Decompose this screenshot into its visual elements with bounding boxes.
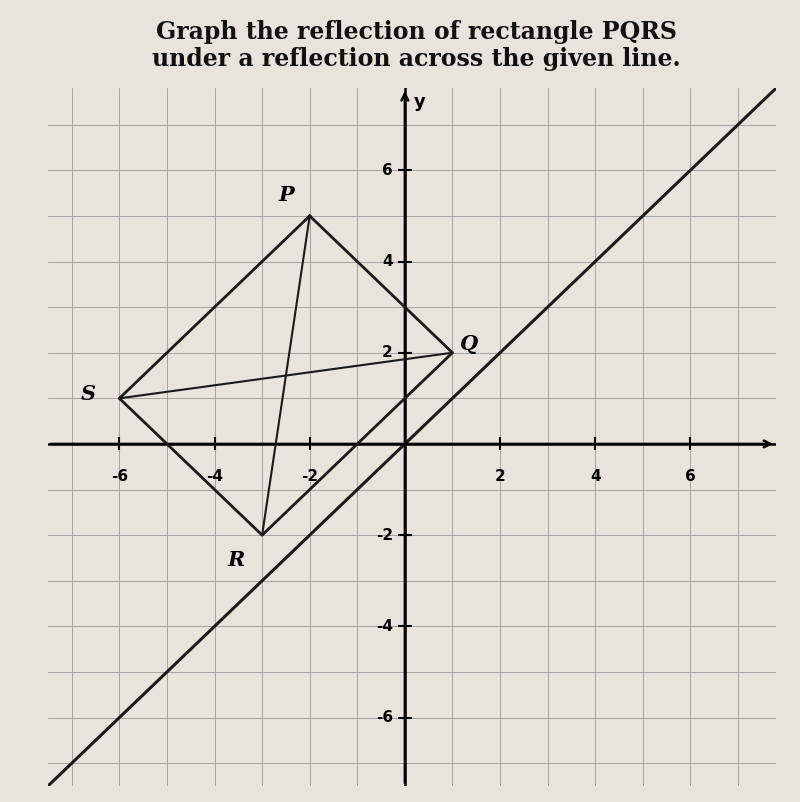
Text: Graph the reflection of rectangle PQRS: Graph the reflection of rectangle PQRS [155,20,677,44]
Text: S: S [81,384,96,403]
Text: 4: 4 [382,254,393,269]
Text: 6: 6 [685,469,696,484]
Text: under a reflection across the given line.: under a reflection across the given line… [152,47,680,71]
Text: 6: 6 [382,163,393,178]
Text: 2: 2 [494,469,506,484]
Text: R: R [227,550,245,570]
Text: -6: -6 [376,710,393,725]
Text: -4: -4 [376,619,393,634]
Text: P: P [278,185,294,205]
Text: Q: Q [460,334,478,354]
Text: -6: -6 [111,469,128,484]
Text: 4: 4 [590,469,601,484]
Text: -2: -2 [301,469,318,484]
Text: 2: 2 [382,345,393,360]
Text: y: y [414,93,425,111]
Text: -2: -2 [376,528,393,543]
Text: -4: -4 [206,469,223,484]
